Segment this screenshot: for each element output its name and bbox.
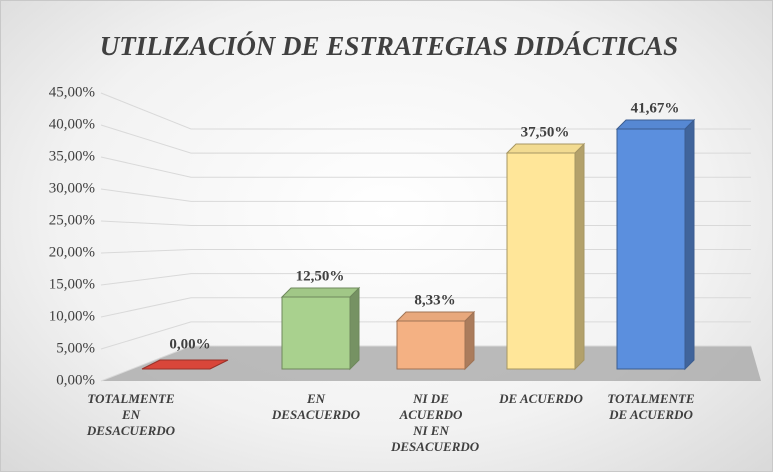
chart-title: UTILIZACIÓN DE ESTRATEGIAS DIDÁCTICAS — [100, 31, 678, 61]
x-tick-label: TOTALMENTE DE ACUERDO — [607, 391, 695, 422]
y-tick-label: 35,00% — [49, 148, 95, 164]
y-tick-label: 0,00% — [56, 372, 95, 388]
y-tick-label: 5,00% — [56, 340, 95, 356]
bar-face — [574, 142, 585, 371]
data-label: 12,50% — [296, 268, 345, 284]
y-tick-label: 25,00% — [49, 212, 95, 228]
bar — [615, 118, 696, 371]
bar-face — [506, 152, 576, 370]
data-label: 8,33% — [414, 292, 455, 308]
data-label: 0,00% — [169, 336, 210, 352]
y-tick-label: 40,00% — [49, 116, 95, 132]
y-tick-label: 10,00% — [49, 308, 95, 324]
bar — [395, 310, 476, 371]
bar-face — [616, 128, 686, 370]
y-tick-label: 30,00% — [49, 180, 95, 196]
bar — [505, 142, 586, 371]
bar-face — [280, 287, 361, 298]
x-tick-label: NI DE ACUERDO NI EN DESACUERDO — [391, 391, 480, 454]
x-tick-label: TOTALMENTE EN DESACUERDO — [86, 391, 176, 438]
bar-face — [684, 118, 695, 371]
bar-face — [615, 119, 696, 130]
x-tick-label: DE ACUERDO — [499, 391, 583, 406]
data-label: 37,50% — [521, 124, 570, 140]
y-tick-label: 15,00% — [49, 276, 95, 292]
bar-face — [349, 286, 360, 371]
y-tick-label: 20,00% — [49, 244, 95, 260]
grid-line — [100, 92, 751, 130]
bar-face — [281, 296, 351, 370]
bar — [141, 359, 229, 370]
bar-face — [464, 310, 475, 371]
bar-face — [505, 143, 586, 154]
bar — [280, 286, 361, 371]
bar-face — [395, 311, 476, 322]
y-tick-label: 45,00% — [49, 84, 95, 100]
bar-face — [396, 320, 466, 370]
x-tick-label: EN DESACUERDO — [271, 391, 361, 422]
data-label: 41,67% — [631, 100, 680, 116]
